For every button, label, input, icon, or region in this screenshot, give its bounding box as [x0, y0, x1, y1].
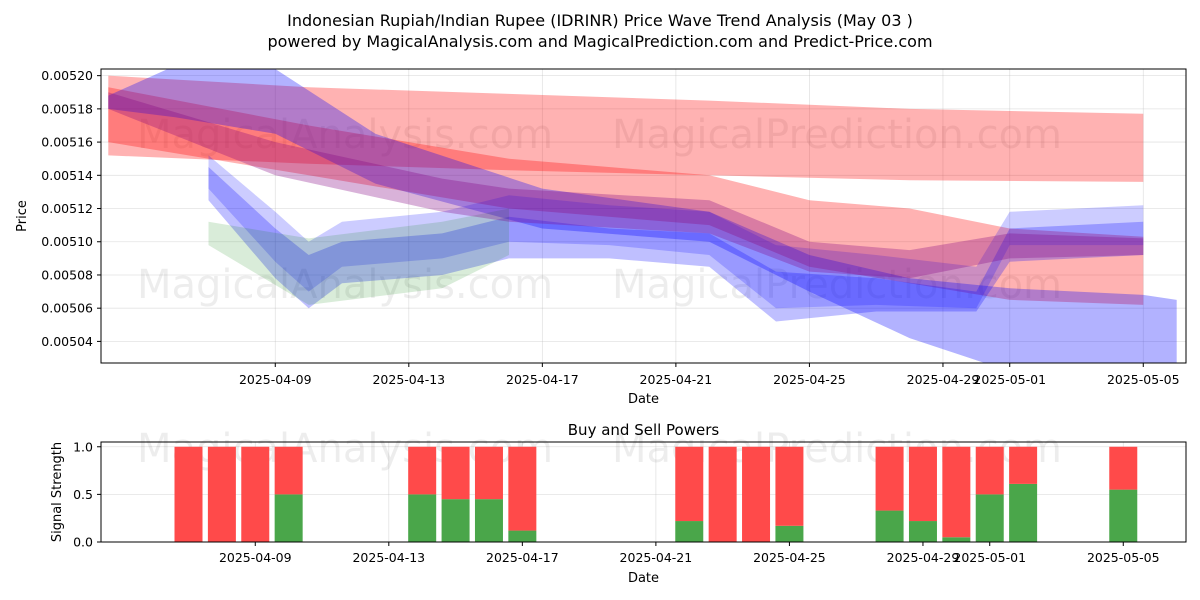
- sell-bar: [708, 446, 737, 542]
- x-tick-label: 2025-05-05: [1107, 372, 1180, 387]
- sell-bar: [775, 446, 804, 526]
- main-plot-frame: [100, 68, 1187, 364]
- buy-bar: [975, 494, 1004, 542]
- watermark: MagicalPrediction.com: [612, 262, 1062, 308]
- y-axis-label: Price: [15, 200, 30, 232]
- buy-bar: [508, 530, 537, 542]
- sell-bar: [508, 446, 537, 531]
- main-plot: MagicalAnalysis.com MagicalPrediction.com…: [15, 68, 1187, 407]
- y-axis-label: Signal Strength: [50, 442, 65, 542]
- y-tick-label: 0.00504: [41, 334, 93, 349]
- x-tick-label: 2025-05-01: [953, 550, 1026, 565]
- y-tick-label: 0.00508: [41, 267, 93, 282]
- sell-bar: [207, 446, 236, 542]
- buy-bar: [1109, 489, 1138, 542]
- x-tick-label: 2025-04-17: [486, 550, 559, 565]
- x-tick-label: 2025-05-05: [1087, 550, 1160, 565]
- wave-band-red-1: [108, 87, 1144, 305]
- signal-plot-frame: [100, 441, 1187, 543]
- x-tick-label: 2025-04-25: [773, 372, 846, 387]
- x-tick-label: 2025-04-29: [887, 550, 960, 565]
- sell-bar: [875, 446, 904, 511]
- y-tick-label: 0.00516: [41, 135, 93, 150]
- x-tick-label: 2025-04-17: [506, 372, 579, 387]
- figure-title-line2: powered by MagicalAnalysis.com and Magic…: [267, 32, 932, 51]
- sell-bar: [474, 446, 503, 500]
- y-tick-label: 0.00506: [41, 301, 93, 316]
- signal-chart-title: Buy and Sell Powers: [568, 421, 720, 439]
- sell-bar: [1009, 446, 1038, 484]
- y-tick-label: 0.00514: [41, 168, 93, 183]
- buy-bar: [474, 499, 503, 542]
- watermark: MagicalAnalysis.com: [137, 262, 553, 308]
- sell-bar: [441, 446, 470, 500]
- y-tick-label: 0.00520: [41, 68, 93, 83]
- sell-bar: [241, 446, 270, 542]
- x-tick-label: 2025-04-09: [219, 550, 292, 565]
- sell-bar: [408, 446, 437, 495]
- wave-band-blue-3: [208, 155, 1144, 309]
- buy-bar: [274, 494, 303, 542]
- sell-bar: [1109, 446, 1138, 490]
- wave-band-blue-2: [108, 69, 1177, 363]
- figure-title-line1: Indonesian Rupiah/Indian Rupee (IDRINR) …: [287, 11, 913, 30]
- sell-bar: [174, 446, 203, 542]
- watermark: MagicalAnalysis.com: [137, 112, 553, 158]
- x-tick-label: 2025-05-01: [973, 372, 1046, 387]
- x-tick-label: 2025-04-25: [753, 550, 826, 565]
- sell-bar: [742, 446, 771, 542]
- sell-bar: [675, 446, 704, 522]
- wave-band-red-0: [108, 75, 1144, 182]
- y-tick-label: 0.5: [73, 487, 93, 502]
- buy-bar: [775, 525, 804, 542]
- buy-bar: [675, 521, 704, 542]
- buy-bar: [908, 521, 937, 542]
- y-tick-label: 0.00510: [41, 234, 93, 249]
- y-tick-label: 1.0: [73, 439, 93, 454]
- x-axis-label: Date: [628, 571, 659, 586]
- sell-bar: [942, 446, 971, 538]
- buy-bar: [942, 537, 971, 542]
- x-tick-label: 2025-04-21: [620, 550, 693, 565]
- y-tick-label: 0.00518: [41, 101, 93, 116]
- y-tick-label: 0.0: [73, 535, 93, 550]
- x-tick-label: 2025-04-13: [352, 550, 425, 565]
- signal-plot: MagicalAnalysis.com MagicalPrediction.com…: [50, 421, 1187, 586]
- sell-bar: [908, 446, 937, 522]
- buy-bar: [408, 494, 437, 542]
- wave-band-green-5: [208, 208, 509, 305]
- y-tick-label: 0.00512: [41, 201, 93, 216]
- buy-bar: [441, 499, 470, 542]
- x-tick-label: 2025-04-21: [640, 372, 713, 387]
- buy-bar: [875, 510, 904, 542]
- watermark: MagicalPrediction.com: [612, 112, 1062, 158]
- sell-bar: [274, 446, 303, 495]
- x-tick-label: 2025-04-09: [239, 372, 312, 387]
- sell-bar: [975, 446, 1004, 495]
- x-axis-label: Date: [628, 392, 659, 407]
- x-tick-label: 2025-04-29: [907, 372, 980, 387]
- x-tick-label: 2025-04-13: [372, 372, 445, 387]
- wave-band-blue-4: [208, 167, 1144, 322]
- buy-bar: [1009, 483, 1038, 542]
